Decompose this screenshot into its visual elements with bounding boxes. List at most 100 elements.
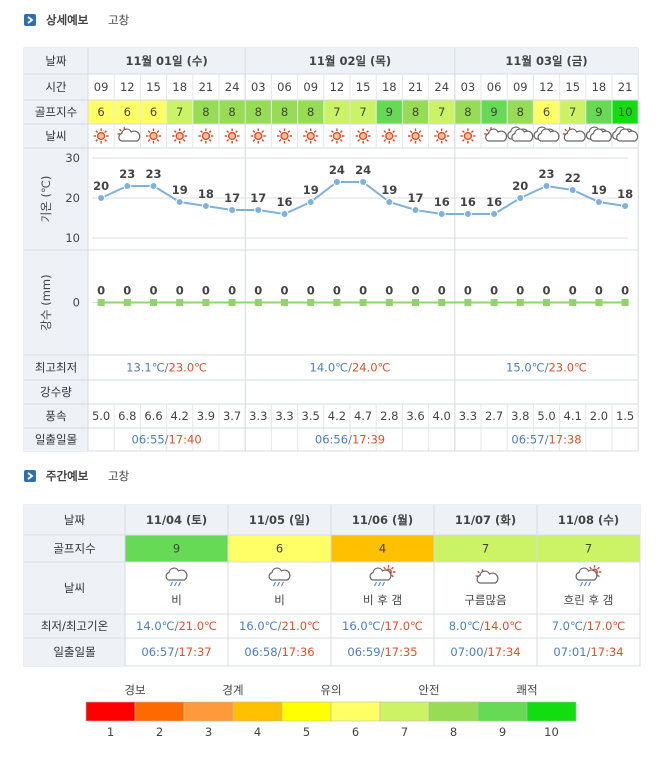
point [149,182,158,190]
wind-speed: 5.0 [537,409,555,423]
data-label: 24 [355,163,371,177]
point [176,299,184,306]
point [464,299,472,306]
legend-level: 9 [499,725,506,739]
data-label: 0 [385,284,393,298]
sun-ray [208,139,212,142]
golf-index: 9 [173,542,180,556]
sun-disc [280,131,289,141]
y-tick-label: 0 [73,296,80,310]
data-label: 18 [617,187,633,201]
legend-group: 경보 [124,683,145,697]
data-label: 0 [97,284,105,298]
wind-speed: 3.9 [197,409,215,423]
golf-index: 7 [359,105,366,119]
wind-speed: 3.3 [459,409,477,423]
point [201,202,210,210]
min-max-temp: 16.0℃/21.0℃ [239,619,320,633]
wind-speed: 5.0 [92,409,110,423]
rain-drop [373,581,378,587]
wind-speed: 3.3 [275,409,293,423]
sun-ray [182,139,186,142]
point [568,186,577,194]
icon-cloud [575,567,598,581]
point [332,178,341,186]
row-label: 골프지수 [53,542,95,556]
data-label: 0 [542,284,550,298]
hour: 15 [356,80,371,94]
golf-index-cell [271,100,298,124]
data-label: 17 [250,191,266,205]
wind-speed: 4.1 [564,409,582,423]
icon-sun [250,128,266,144]
wind-speed: 4.2 [171,409,189,423]
data-label: 0 [333,284,341,298]
sun-ray [287,139,291,142]
sun-ray [485,128,489,132]
rain-drop [280,581,285,587]
hour: 12 [120,80,135,94]
data-label: 16 [460,195,476,209]
point [516,194,525,202]
weather-text: 비 [274,593,285,607]
sun-ray [435,130,439,133]
sunrise-sunset: 06:57/17:38 [511,433,581,447]
sun-ray [589,566,592,570]
sun-ray [173,130,177,133]
icon-sun [198,128,214,144]
legend-swatch [330,701,381,722]
hour: 24 [225,80,240,94]
point [228,206,237,214]
golf-index: 8 [464,105,471,119]
sun-ray [156,130,160,133]
point [437,210,446,218]
sun-ray [287,130,291,133]
icon-sun [277,128,292,144]
point [359,178,368,186]
legend-swatch [428,701,479,722]
axis-title: 강수 (mm) [39,274,53,330]
rain-drop [169,581,174,587]
wind-speed: 3.6 [406,409,424,423]
sun-ray [226,130,230,133]
golf-index: 8 [255,105,262,119]
sun-ray [409,130,413,133]
golf-index-cell [114,100,140,124]
sun-disc [437,131,446,141]
weather-text: 비 후 갬 [363,593,402,607]
data-label: 0 [280,284,288,298]
sun-ray [470,139,474,142]
hour: 06 [487,80,502,94]
wind-speed: 3.8 [511,409,529,423]
date: 11/08 (수) [558,513,619,527]
data-label: 0 [595,284,603,298]
sun-ray [462,130,465,133]
legend-level: 7 [401,725,408,739]
sun-ray [391,566,394,570]
point [123,299,131,306]
sun-ray [366,139,369,142]
data-label: 0 [202,284,210,298]
row-label: 최고최저 [35,361,77,375]
row-label: 일출일몰 [35,433,77,447]
hour: 06 [277,80,292,94]
sun-disc [385,131,394,141]
sun-disc [254,131,263,141]
data-label: 16 [434,195,450,209]
row-label: 강수량 [40,385,72,399]
header-row-bg [125,505,640,535]
point [594,198,603,206]
sun-disc [96,131,106,141]
sun-ray [357,130,361,133]
row-label: 최저/최고기온 [41,619,108,633]
row-label: 날씨 [45,129,66,143]
hour: 15 [146,80,161,94]
golf-index: 9 [595,105,602,119]
data-label: 0 [359,284,367,298]
icon-cloud [511,128,534,142]
legend-level: 4 [254,725,261,739]
min-max-temp: 16.0℃/17.0℃ [342,619,423,633]
sun-ray [278,139,282,142]
wind-speed: 1.5 [616,409,634,423]
legend-group: 안전 [418,683,439,697]
